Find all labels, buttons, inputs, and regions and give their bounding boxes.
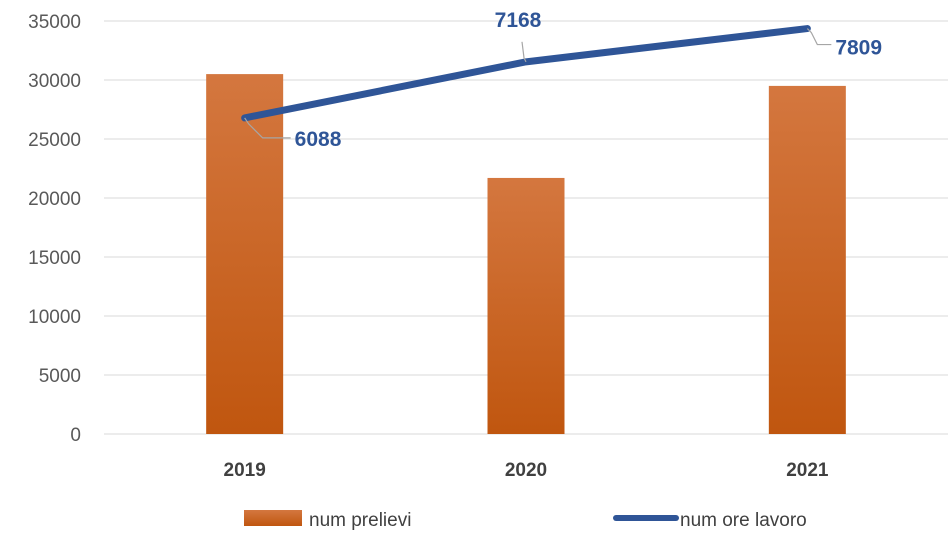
y-tick-label: 5000: [39, 366, 81, 387]
legend: num prelievi num ore lavoro: [244, 510, 807, 531]
data-label-leader: [521, 41, 527, 63]
y-tick-label: 30000: [28, 71, 81, 92]
x-tick-label: 2019: [224, 460, 266, 481]
legend-swatch-bar: [244, 510, 302, 526]
legend-label-line: num ore lavoro: [680, 510, 807, 531]
x-axis: 2019 2020 2021: [224, 460, 829, 481]
data-label-leader: [806, 28, 832, 46]
data-label: 6088: [295, 128, 342, 151]
y-tick-label: 0: [70, 425, 81, 446]
y-tick-label: 15000: [28, 248, 81, 269]
y-tick-label: 20000: [28, 189, 81, 210]
x-tick-label: 2021: [786, 460, 829, 481]
data-label: 7809: [835, 37, 882, 60]
line-series: 6088 7168 7809: [241, 9, 882, 151]
y-tick-label: 35000: [28, 12, 81, 33]
y-tick-label: 25000: [28, 130, 81, 151]
data-label-leader: [244, 117, 291, 139]
bar: [487, 177, 565, 434]
bar: [768, 85, 846, 435]
bar: [206, 74, 284, 434]
x-tick-label: 2020: [505, 460, 547, 481]
y-axis: 0 5000 10000 15000 20000 25000 30000 35000: [28, 12, 81, 446]
bar-series: [206, 74, 846, 435]
y-tick-label: 10000: [28, 307, 81, 328]
data-label: 7168: [495, 9, 542, 32]
line-path: [241, 25, 811, 122]
legend-label-bar: num prelievi: [309, 510, 411, 531]
